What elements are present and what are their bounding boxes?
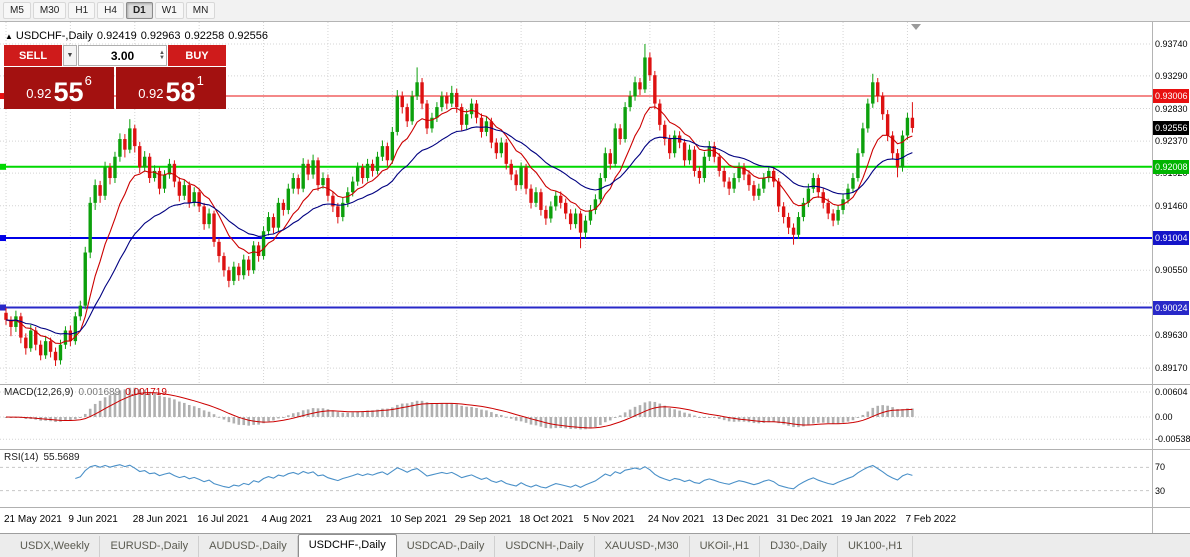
sell-price[interactable]: 0.92 55 6 [4,67,114,109]
chart-tab-uk100-h1[interactable]: UK100-,H1 [838,536,914,557]
ohlc-low: 0.92258 [184,30,225,42]
date-label: 10 Sep 2021 [390,514,448,525]
sell-button[interactable]: SELL [4,45,62,66]
rsi-axis-label: 30 [1155,485,1166,496]
chart-tab-xauusd-m30[interactable]: XAUUSD-,M30 [595,536,690,557]
ohlc-close: 0.92556 [228,30,268,42]
date-label: 13 Dec 2021 [712,514,769,525]
price-badge: 0.91004 [1153,231,1189,246]
macd-axis-label: -0.00538 [1155,434,1190,445]
date-label: 18 Oct 2021 [519,514,574,525]
price-badge: 0.90024 [1153,300,1189,315]
date-label: 19 Jan 2022 [841,514,897,525]
chart-title: ▲ USDCHF-,Daily 0.92419 0.92963 0.92258 0.925… [5,30,272,42]
price-axis-main[interactable]: 0.937400.932900.928300.923700.919200.914… [1153,22,1190,384]
macd-main-value: 0.001689 [78,387,121,398]
macd-label: MACD(12,26,9) 0.001689 0.001719 [4,387,167,398]
axis-corner [1153,507,1190,533]
chart-plot-column: ▲ USDCHF-,Daily 0.92419 0.92963 0.92258 0.925… [0,22,1152,533]
macd-name: MACD(12,26,9) [4,387,74,398]
date-label: 29 Sep 2021 [454,514,512,525]
date-label: 21 May 2021 [4,514,62,525]
macd-axis[interactable]: 0.00604 0.00 -0.00538 [1153,384,1190,449]
date-label: 16 Jul 2021 [197,514,249,525]
chart-symbol-label: USDCHF-,Daily [15,30,93,42]
chart-tab-bar: USDX,Weekly EURUSD-,Daily AUDUSD-,Daily USD… [0,533,1190,557]
rsi-panel[interactable]: RSI(14) 55.5689 [0,449,1152,507]
one-click-trading-panel: SELL ▼ 3.00 ▲ ▼ BUY 0.92 55 6 0.92 58 [4,45,226,109]
date-label: 4 Aug 2021 [261,514,313,525]
buy-price-main: 0.92 [138,86,164,101]
timeframe-button-w1[interactable]: W1 [154,2,184,19]
rsi-label: RSI(14) 55.5689 [4,452,80,463]
rsi-value: 55.5689 [43,452,80,463]
volume-value: 3.00 [110,48,135,63]
date-label: 28 Jun 2021 [132,514,188,525]
spinner-up-icon[interactable]: ▲ [159,49,165,56]
spinner-down-icon[interactable]: ▼ [159,54,165,61]
chevron-down-icon: ▼ [66,52,74,59]
timeframe-button-d1[interactable]: D1 [125,2,153,19]
chart-region: ▲ USDCHF-,Daily 0.92419 0.92963 0.92258 0.925… [0,22,1190,533]
chart-tab-usdcnh-daily[interactable]: USDCNH-,Daily [495,536,595,557]
chart-tab-dj30-daily[interactable]: DJ30-,Daily [760,536,838,557]
buy-price[interactable]: 0.92 58 1 [116,67,226,109]
buy-button[interactable]: BUY [168,45,226,66]
macd-axis-label: 0.00604 [1155,387,1188,398]
price-axis-label: 0.91460 [1155,200,1188,211]
price-axis-label: 0.93740 [1155,38,1188,49]
timeframe-button-h4[interactable]: H4 [97,2,124,19]
rsi-axis[interactable]: 70 30 [1153,449,1190,507]
macd-axis-label: 0.00 [1155,412,1173,422]
buy-price-pips: 58 [165,76,196,107]
price-badge: 0.92008 [1153,159,1189,174]
date-label: 5 Nov 2021 [583,514,635,525]
sell-price-pipette: 6 [84,73,92,88]
date-label: 23 Aug 2021 [325,514,383,525]
date-label: 31 Dec 2021 [776,514,834,525]
sell-price-main: 0.92 [26,86,52,101]
order-options-dropdown[interactable]: ▼ [63,45,77,66]
rsi-name: RSI(14) [4,452,39,463]
chart-tab-ukoil-h1[interactable]: UKOil-,H1 [690,536,761,557]
date-label: 24 Nov 2021 [647,514,705,525]
ohlc-high: 0.92963 [140,30,181,42]
macd-panel[interactable]: MACD(12,26,9) 0.001689 0.001719 [0,384,1152,449]
date-label: 9 Jun 2021 [68,514,118,525]
ohlc-open: 0.92419 [96,30,137,42]
price-axis-label: 0.90550 [1155,265,1188,276]
price-badge: 0.92556 [1153,120,1189,135]
timeframe-button-h1[interactable]: H1 [68,2,96,19]
chart-tab-audusd-daily[interactable]: AUDUSD-,Daily [199,536,298,557]
price-axis-label: 0.89170 [1155,363,1188,374]
date-label: 7 Feb 2022 [905,514,957,525]
time-axis[interactable]: 21 May 2021 9 Jun 2021 28 Jun 2021 16 Jul 2… [0,507,1152,533]
sell-price-pips: 55 [53,76,84,107]
rsi-axis-label: 70 [1155,462,1166,473]
chart-tab-usdcad-daily[interactable]: USDCAD-,Daily [397,536,496,557]
volume-spinner[interactable]: ▲ ▼ [159,46,165,65]
chart-direction-icon: ▲ [5,32,13,41]
timeframe-button-m30[interactable]: M30 [32,2,67,19]
timeframe-button-mn[interactable]: MN [185,2,216,19]
price-chart-panel[interactable]: ▲ USDCHF-,Daily 0.92419 0.92963 0.92258 0.925… [0,22,1152,384]
price-axis-label: 0.93290 [1155,70,1188,81]
price-axis-label: 0.89630 [1155,330,1188,341]
buy-price-pipette: 1 [196,73,204,88]
price-badge: 0.93006 [1153,89,1189,104]
chart-tab-eurusd-daily[interactable]: EURUSD-,Daily [100,536,200,557]
chart-tab-usdx-weekly[interactable]: USDX,Weekly [10,536,101,557]
volume-input[interactable]: 3.00 ▲ ▼ [78,45,167,66]
timeframe-toolbar: M5 M30 H1 H4 D1 W1 MN [0,0,1190,22]
timeframe-button-m5[interactable]: M5 [3,2,31,19]
macd-signal-value: 0.001719 [125,387,167,398]
price-axis-label: 0.92830 [1155,103,1188,114]
price-axis-label: 0.92370 [1155,136,1188,147]
price-axis-column[interactable]: 0.937400.932900.928300.923700.919200.914… [1152,22,1190,533]
chart-tab-usdchf-daily[interactable]: USDCHF-,Daily [297,534,397,557]
